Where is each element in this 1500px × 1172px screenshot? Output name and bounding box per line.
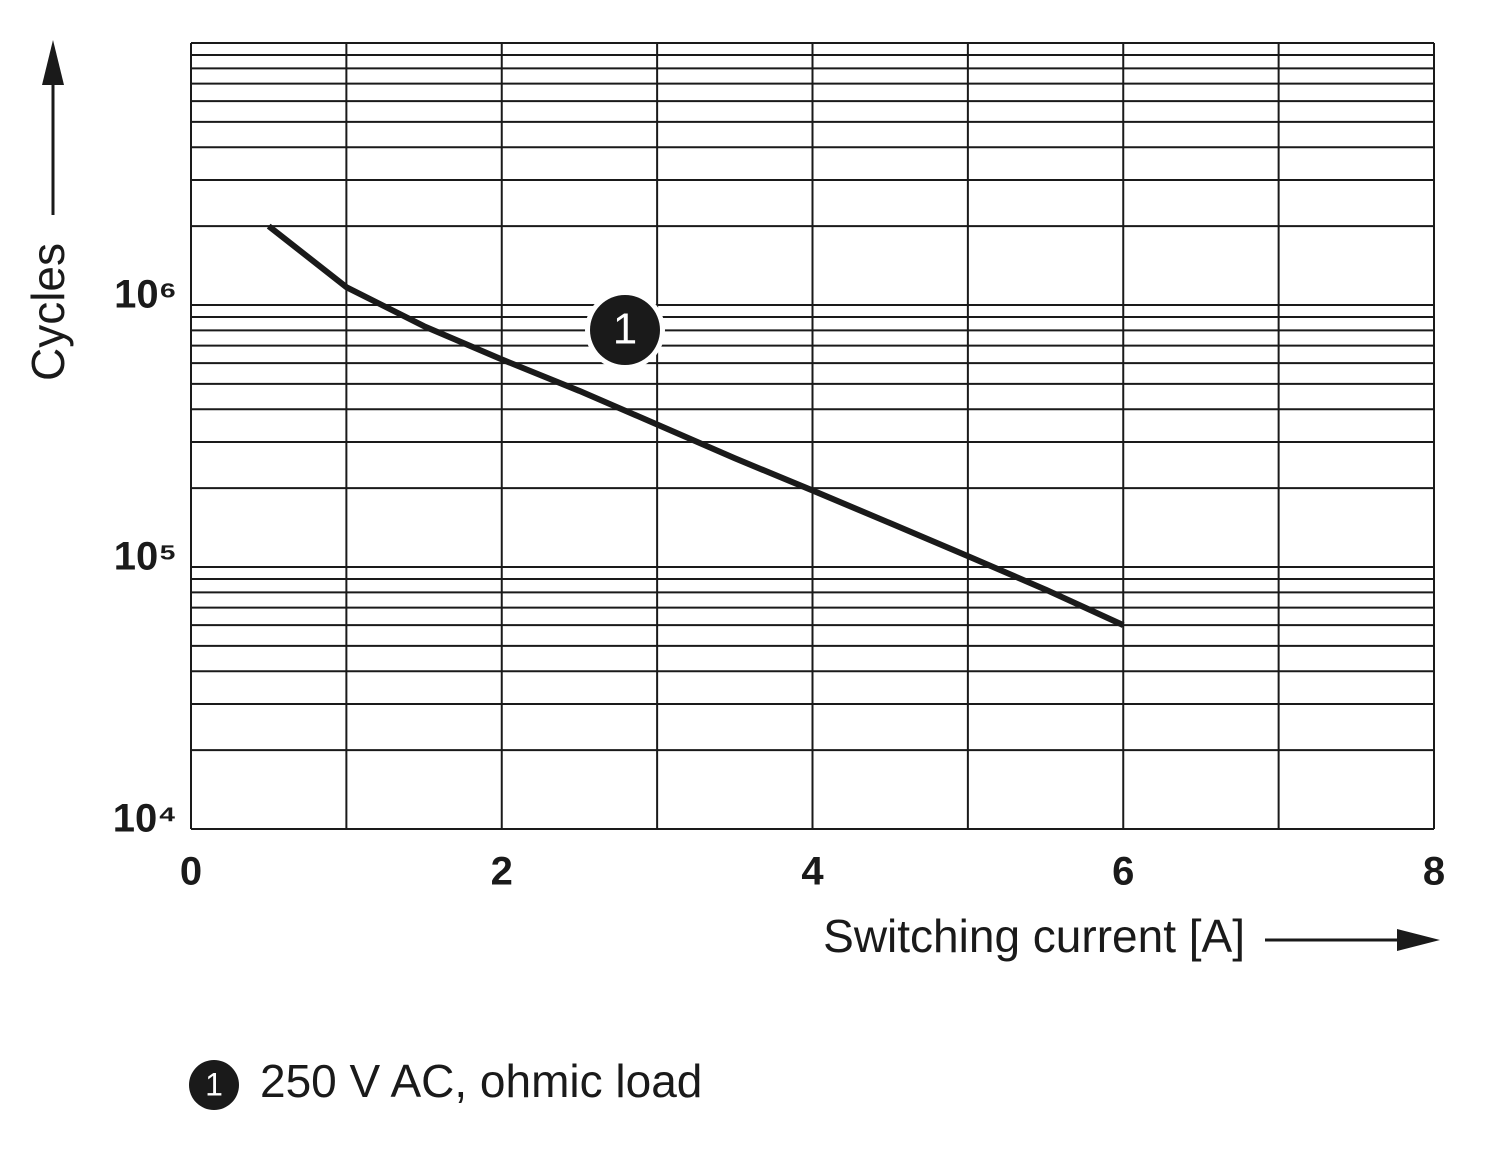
curve-marker: [590, 295, 660, 365]
legend-marker-label: 1: [205, 1066, 223, 1102]
y-tick-label: 10⁶: [114, 273, 177, 317]
x-tick-label: 8: [1423, 850, 1445, 894]
y-arrow-head: [42, 40, 64, 85]
y-tick-label: 10⁴: [113, 797, 177, 841]
y-axis-label: Cycles: [22, 243, 74, 381]
x-tick-label: 6: [1112, 850, 1134, 894]
curve-marker-label: 1: [613, 305, 637, 354]
data-line: [266, 223, 1125, 628]
legend-marker: [189, 1060, 239, 1110]
legend-label: 250 V AC, ohmic load: [260, 1055, 702, 1107]
x-arrow-head: [1397, 929, 1440, 951]
x-tick-label: 2: [491, 850, 513, 894]
x-tick-label: 4: [801, 850, 824, 894]
x-axis-label: Switching current [A]: [823, 910, 1245, 962]
x-tick-label: 0: [180, 850, 202, 894]
y-tick-label: 10⁵: [114, 535, 177, 579]
